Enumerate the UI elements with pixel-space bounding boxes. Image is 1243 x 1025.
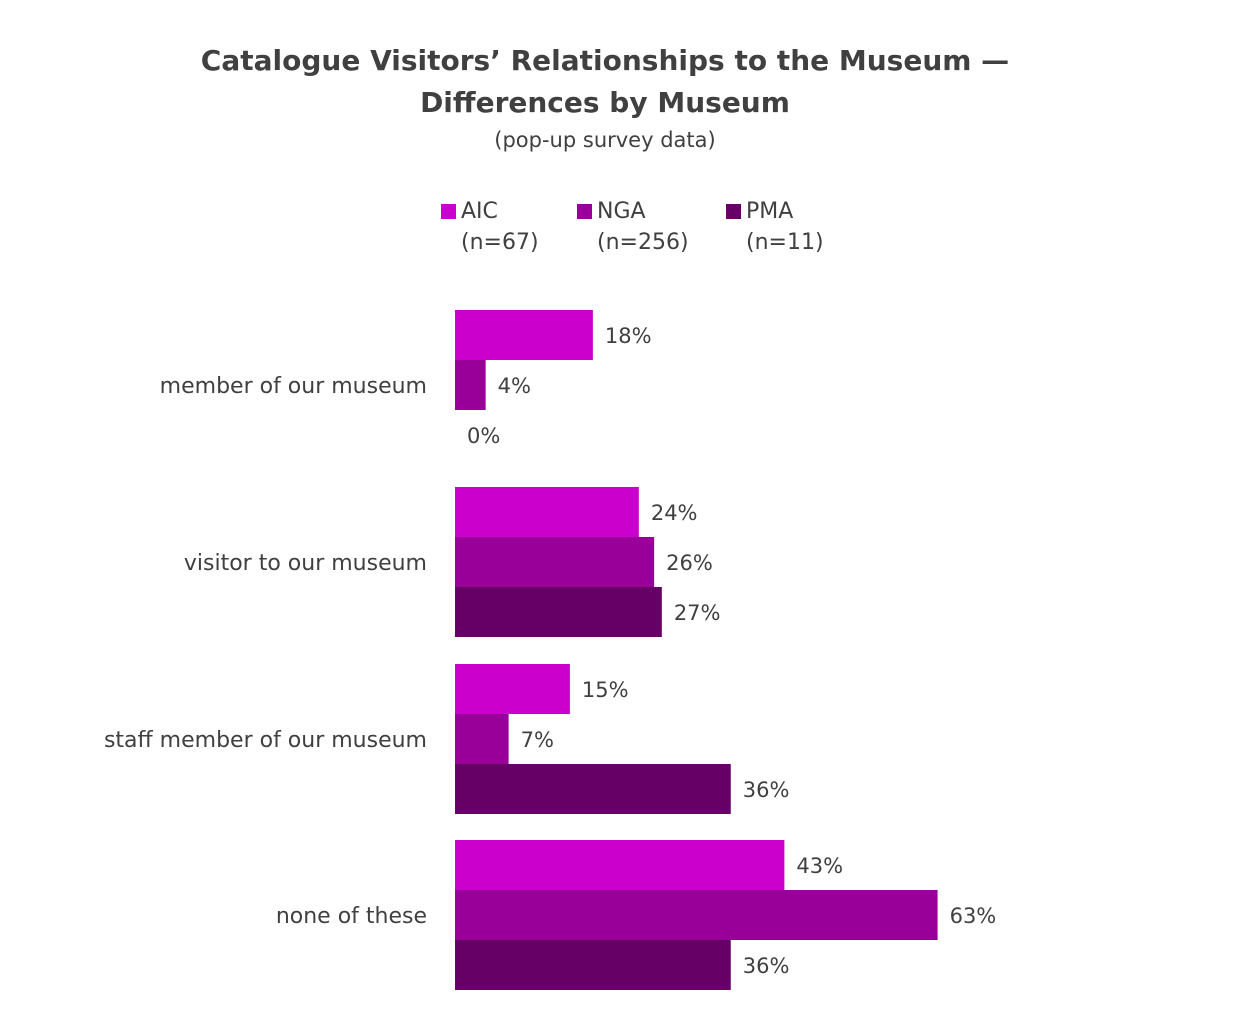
- data-label-pma-none-of-these: 36%: [743, 954, 790, 978]
- bar-nga-member-of-our-museum: [455, 360, 486, 410]
- data-label-pma-member-of-our-museum: 0%: [467, 424, 500, 448]
- data-label-nga-staff-member-of-our-museum: 7%: [521, 728, 554, 752]
- data-label-aic-member-of-our-museum: 18%: [605, 324, 652, 348]
- bar-pma-visitor-to-our-museum: [455, 587, 662, 637]
- data-label-aic-staff-member-of-our-museum: 15%: [582, 678, 629, 702]
- legend-label-pma: PMA: [746, 199, 794, 224]
- data-label-aic-none-of-these: 43%: [796, 854, 843, 878]
- legend-swatch-pma: [726, 204, 741, 219]
- bar-nga-none-of-these: [455, 890, 938, 940]
- data-label-aic-visitor-to-our-museum: 24%: [651, 501, 698, 525]
- legend-swatch-nga: [577, 204, 592, 219]
- bar-aic-staff-member-of-our-museum: [455, 664, 570, 714]
- legend-label-nga: NGA: [597, 199, 646, 224]
- chart-subtitle: (pop-up survey data): [494, 128, 716, 152]
- legend-label-aic: AIC: [461, 199, 498, 224]
- category-label-none-of-these: none of these: [276, 904, 427, 929]
- chart-title-line2: Differences by Museum: [420, 86, 790, 119]
- bar-nga-staff-member-of-our-museum: [455, 714, 509, 764]
- category-label-member-of-our-museum: member of our museum: [160, 374, 427, 399]
- data-label-nga-member-of-our-museum: 4%: [498, 374, 531, 398]
- legend-swatch-aic: [441, 204, 456, 219]
- data-label-pma-visitor-to-our-museum: 27%: [674, 601, 721, 625]
- legend-n-aic: (n=67): [461, 230, 539, 255]
- bar-nga-visitor-to-our-museum: [455, 537, 655, 587]
- bar-pma-staff-member-of-our-museum: [455, 764, 731, 814]
- category-label-visitor-to-our-museum: visitor to our museum: [184, 551, 427, 576]
- chart-title-line1: Catalogue Visitors’ Relationships to the…: [200, 44, 1010, 77]
- data-label-nga-visitor-to-our-museum: 26%: [666, 551, 713, 575]
- legend-n-pma: (n=11): [746, 230, 824, 255]
- bar-aic-none-of-these: [455, 840, 785, 890]
- bar-aic-member-of-our-museum: [455, 310, 593, 360]
- data-label-nga-none-of-these: 63%: [950, 904, 997, 928]
- bar-aic-visitor-to-our-museum: [455, 487, 639, 537]
- data-label-pma-staff-member-of-our-museum: 36%: [743, 778, 790, 802]
- bar-pma-none-of-these: [455, 940, 731, 990]
- category-label-staff-member-of-our-museum: staff member of our museum: [104, 728, 427, 753]
- legend-n-nga: (n=256): [597, 230, 689, 255]
